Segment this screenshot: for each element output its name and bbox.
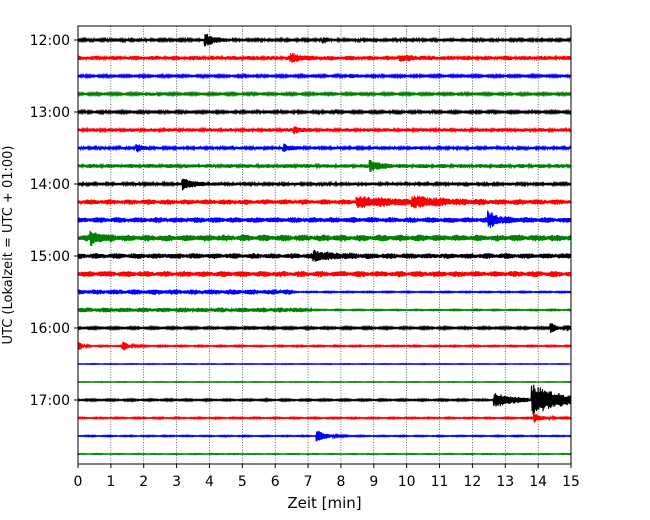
x-tick-label-12: 12 bbox=[463, 474, 481, 490]
y-tick-label-17:00: 17:00 bbox=[30, 393, 70, 409]
x-tick-label-7: 7 bbox=[304, 474, 313, 490]
trace-14:30 bbox=[77, 210, 572, 229]
trace-16:45 bbox=[77, 380, 572, 384]
trace-14:45 bbox=[77, 230, 572, 246]
y-tick-label-14:00: 14:00 bbox=[30, 177, 70, 193]
plot-frame bbox=[77, 25, 572, 465]
trace-12:30 bbox=[77, 72, 572, 80]
y-tick-label-13:00: 13:00 bbox=[30, 105, 70, 121]
x-tick-label-8: 8 bbox=[336, 474, 345, 490]
trace-14:00 bbox=[77, 178, 572, 191]
trace-17:00 bbox=[77, 384, 572, 415]
x-tick-label-14: 14 bbox=[529, 474, 547, 490]
trace-14:15 bbox=[77, 195, 572, 209]
x-axis-ticks: 0 1 2 3 4 5 6 7 8 9 10 11 12 13 14 15 bbox=[74, 464, 580, 490]
trace-17:45 bbox=[77, 452, 572, 456]
x-tick-label-9: 9 bbox=[369, 474, 378, 490]
trace-15:15 bbox=[77, 270, 572, 278]
y-axis-ticks: 12:00 13:00 14:00 15:00 16:00 17:00 bbox=[30, 33, 78, 409]
y-axis-title: UTC (Lokalzeit = UTC + 01:00) bbox=[1, 146, 16, 345]
x-tick-label-2: 2 bbox=[139, 474, 148, 490]
x-tick-label-0: 0 bbox=[74, 474, 83, 490]
seismogram-traces bbox=[77, 33, 572, 456]
trace-13:00 bbox=[77, 108, 572, 116]
trace-12:45 bbox=[77, 90, 572, 98]
trace-15:30 bbox=[77, 288, 572, 296]
trace-16:00 bbox=[77, 323, 572, 334]
trace-17:15 bbox=[77, 413, 572, 423]
x-tick-label-11: 11 bbox=[431, 474, 449, 490]
trace-13:30 bbox=[77, 143, 572, 153]
trace-16:15 bbox=[77, 341, 572, 351]
x-tick-label-6: 6 bbox=[271, 474, 280, 490]
x-tick-label-15: 15 bbox=[562, 474, 580, 490]
grid-lines bbox=[110, 26, 539, 464]
y-tick-label-15:00: 15:00 bbox=[30, 249, 70, 265]
x-tick-label-5: 5 bbox=[238, 474, 247, 490]
trace-15:45 bbox=[77, 306, 572, 314]
trace-13:15 bbox=[77, 126, 572, 135]
x-tick-label-10: 10 bbox=[398, 474, 416, 490]
trace-15:00 bbox=[77, 249, 572, 262]
y-tick-label-12:00: 12:00 bbox=[30, 33, 70, 49]
trace-16:30 bbox=[77, 362, 572, 366]
x-tick-label-4: 4 bbox=[205, 474, 214, 490]
x-tick-label-1: 1 bbox=[106, 474, 115, 490]
x-tick-label-3: 3 bbox=[172, 474, 181, 490]
y-tick-label-16:00: 16:00 bbox=[30, 321, 70, 337]
trace-13:45 bbox=[77, 159, 572, 172]
x-tick-label-13: 13 bbox=[496, 474, 514, 490]
trace-17:30 bbox=[77, 430, 572, 442]
x-axis-title: Zeit [min] bbox=[287, 494, 361, 512]
trace-12:15 bbox=[77, 53, 572, 63]
trace-12:00 bbox=[77, 33, 572, 47]
